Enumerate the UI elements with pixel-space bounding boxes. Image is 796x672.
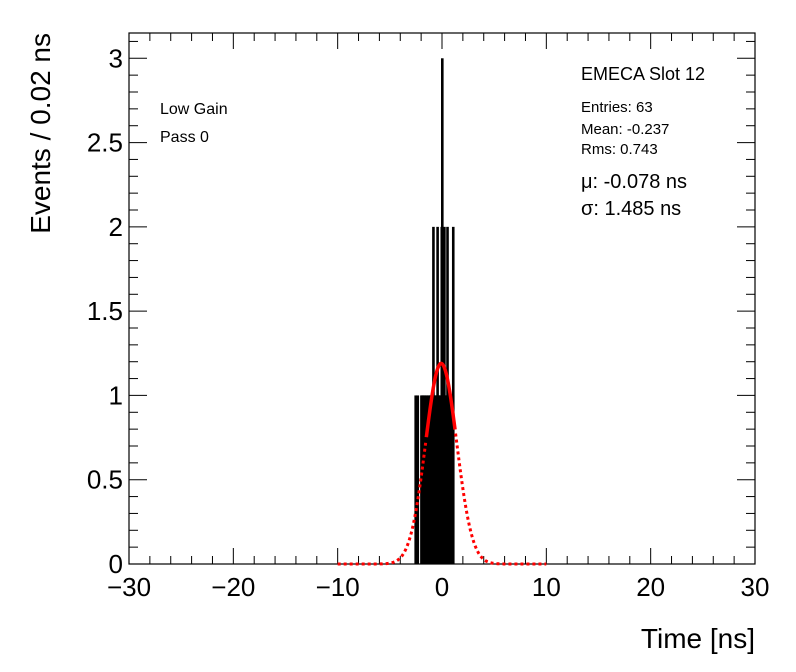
histogram-bar <box>414 395 417 564</box>
y-tick-label: 0.5 <box>87 465 123 495</box>
y-axis-title: Events / 0.02 ns <box>25 33 56 234</box>
fit-curve-core <box>424 361 457 438</box>
y-tick-label: 1 <box>109 380 123 410</box>
stats-header: EMECA Slot 12 <box>581 64 705 84</box>
gaussian-fit <box>337 361 547 566</box>
y-tick-label: 3 <box>109 43 123 73</box>
y-tick-label: 2.5 <box>87 128 123 158</box>
fit-curve-left <box>337 441 428 566</box>
histogram-core <box>421 395 455 564</box>
stats-entries: Entries: 63 <box>581 99 653 116</box>
gain-label: Low Gain <box>160 101 228 118</box>
x-tick-label: 20 <box>636 572 665 602</box>
x-tick-label: 0 <box>435 572 449 602</box>
y-tick-label: 0 <box>109 549 123 579</box>
fit-sigma: σ: 1.485 ns <box>581 198 681 220</box>
x-tick-label: −10 <box>316 572 360 602</box>
x-tick-label: −30 <box>107 572 151 602</box>
stats-rms: Rms: 0.743 <box>581 141 658 158</box>
x-tick-labels: −30 −20 −10 0 10 20 30 <box>107 572 770 602</box>
histogram-bars <box>414 58 455 565</box>
x-tick-label: −20 <box>211 572 255 602</box>
x-tick-label: 10 <box>532 572 561 602</box>
x-tick-label: 30 <box>741 572 770 602</box>
pass-label: Pass 0 <box>160 129 209 146</box>
histogram-bar <box>441 58 444 565</box>
fit-mu: μ: -0.078 ns <box>581 171 687 193</box>
y-tick-label: 1.5 <box>87 296 123 326</box>
fit-curve-right <box>454 433 547 566</box>
y-tick-labels: 0 0.5 1 1.5 2 2.5 3 <box>87 43 123 579</box>
histogram-bar <box>416 395 420 564</box>
x-axis-title: Time [ns] <box>641 623 755 654</box>
y-tick-label: 2 <box>109 212 123 242</box>
axis-ticks <box>128 33 756 565</box>
stats-mean: Mean: -0.237 <box>581 121 669 138</box>
